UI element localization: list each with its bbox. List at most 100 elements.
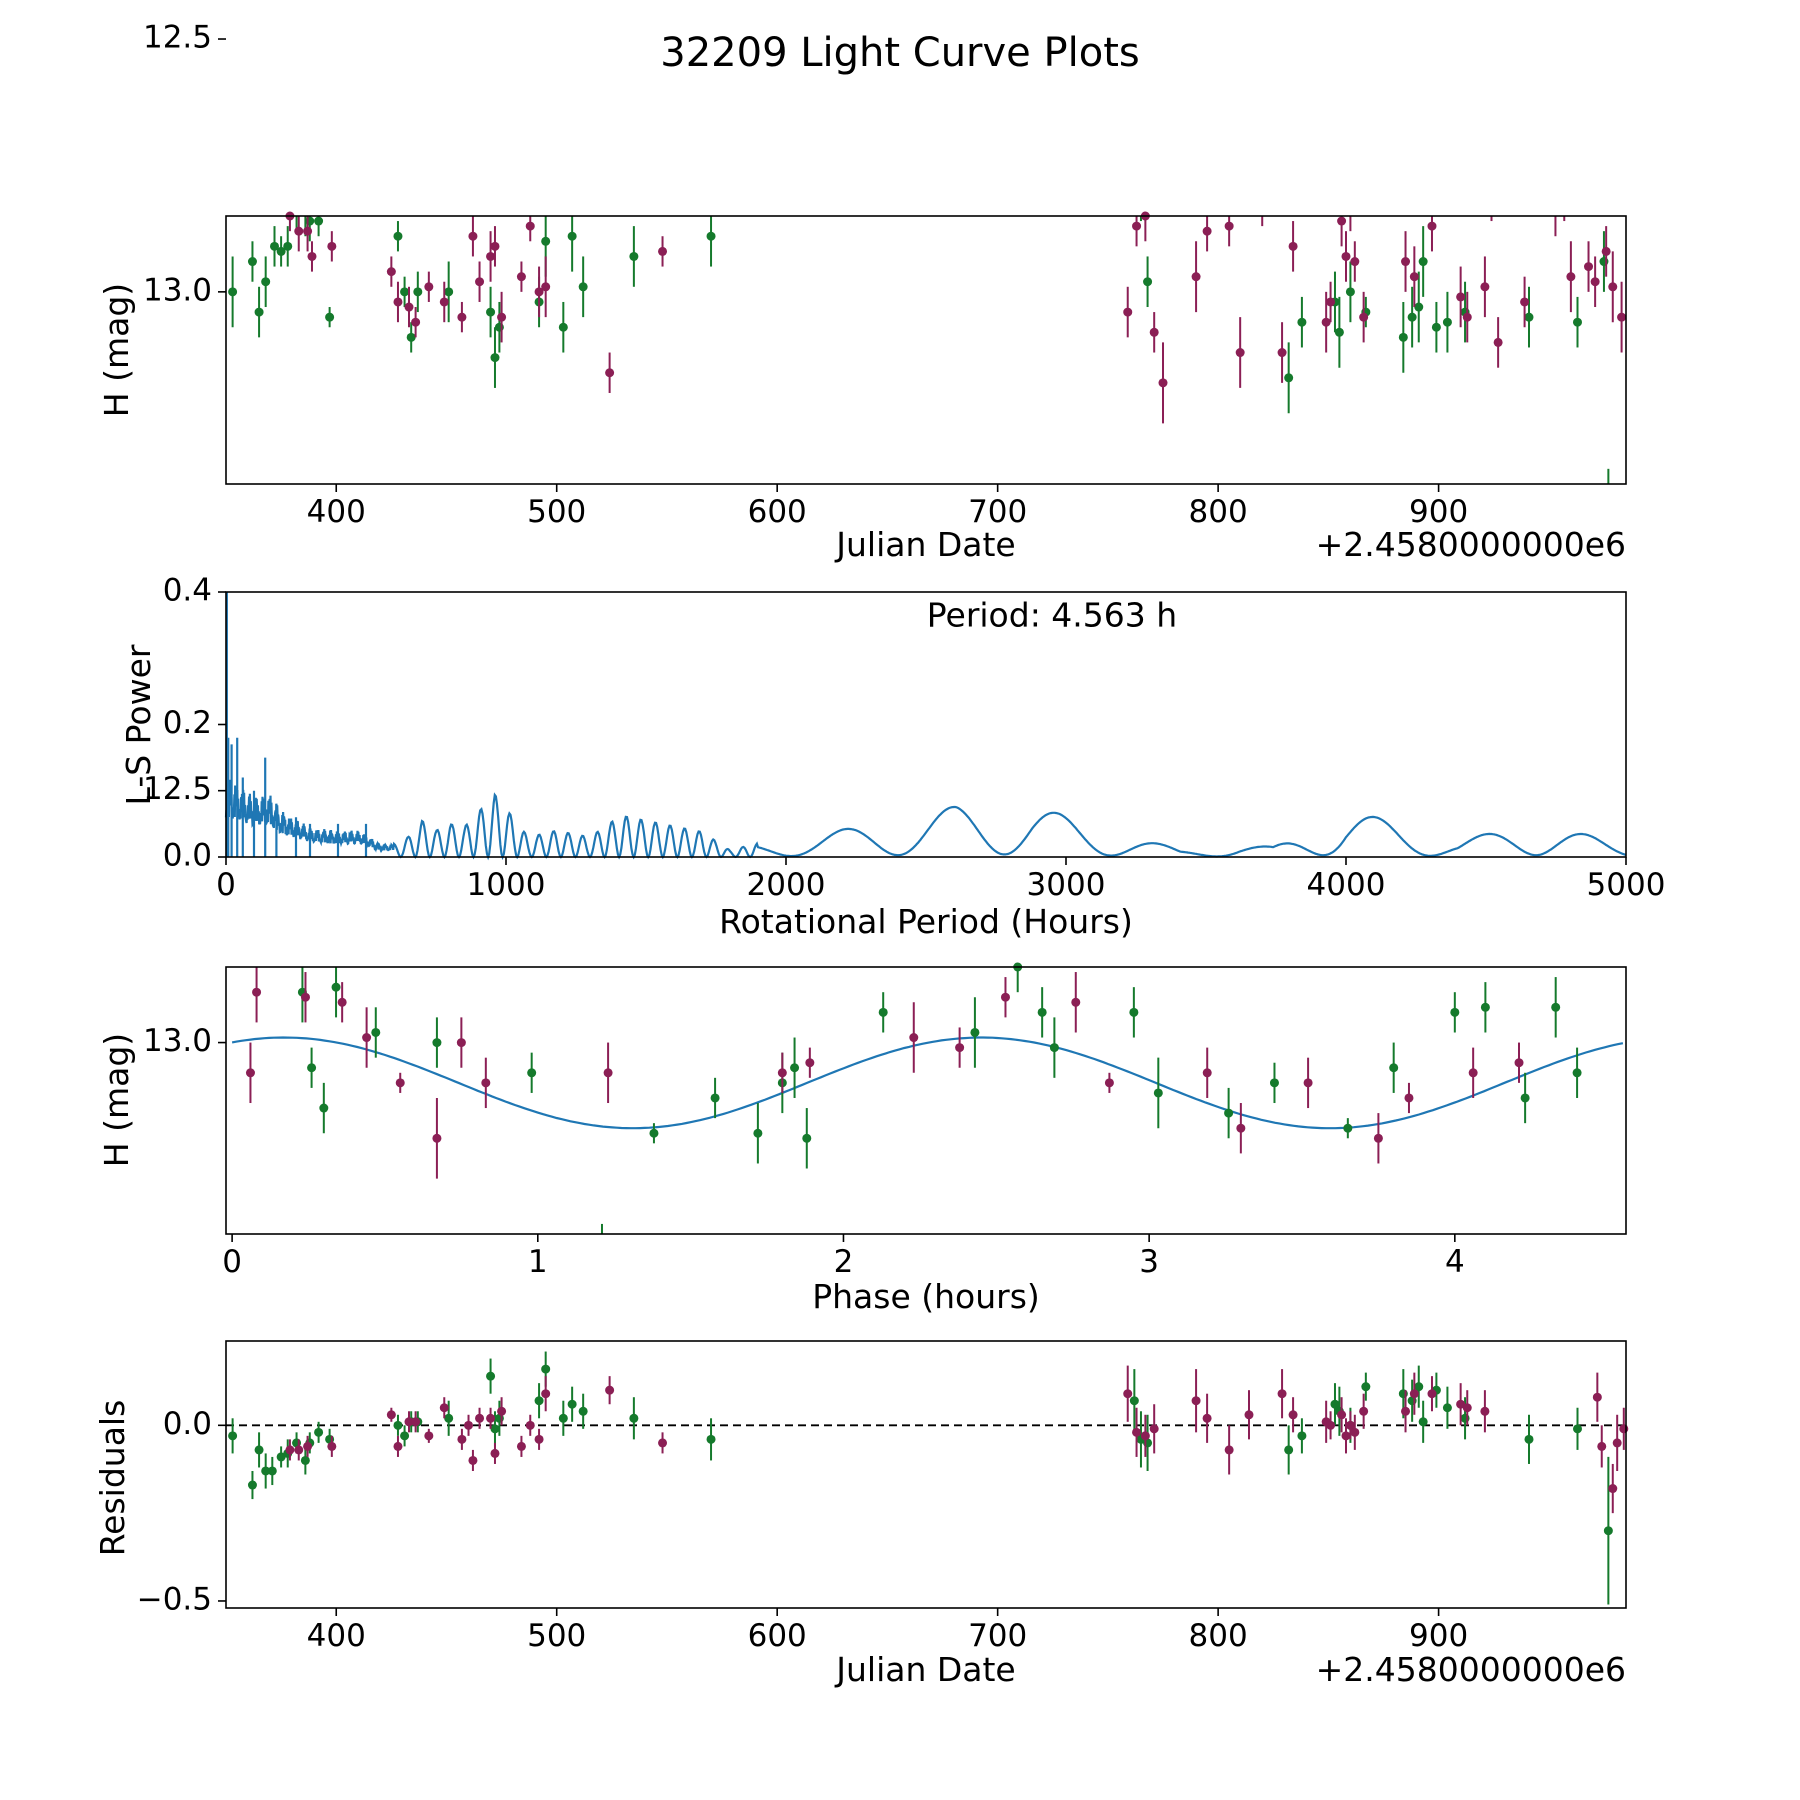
- lightcurve-point: [578, 282, 588, 292]
- lightcurve-point: [325, 312, 335, 322]
- lightcurve-point: [486, 307, 496, 317]
- residuals-point: [497, 1406, 507, 1416]
- lightcurve-point: [1277, 348, 1287, 358]
- residuals-point: [1191, 1396, 1201, 1406]
- phased-point: [432, 1038, 442, 1048]
- lightcurve-point: [393, 231, 403, 241]
- lightcurve-point: [400, 287, 410, 297]
- lightcurve-point: [1409, 272, 1419, 282]
- lightcurve-point: [406, 332, 416, 342]
- residuals-point: [486, 1371, 496, 1381]
- period-annotation: Period: 4.563 h: [927, 596, 1177, 635]
- phased-xtick-label: 1: [528, 1244, 548, 1280]
- lightcurve-point: [558, 322, 568, 332]
- lightcurve-point: [1617, 312, 1627, 322]
- phased-ticks: 0 1 2 3 4 13.0 12.5: [143, 771, 1465, 1280]
- residuals-point: [424, 1431, 434, 1441]
- lightcurve-point: [1418, 257, 1428, 267]
- residuals-point: [490, 1448, 500, 1458]
- lightcurve-point: [1235, 348, 1245, 358]
- phased-point: [252, 987, 262, 997]
- lightcurve-point: [468, 231, 478, 241]
- phased-point: [319, 1103, 329, 1113]
- lightcurve-point: [1326, 297, 1336, 307]
- lightcurve-point: [283, 241, 293, 251]
- lightcurve-point: [1524, 312, 1534, 322]
- phased-point: [1551, 1002, 1561, 1012]
- lightcurve-point: [658, 246, 668, 256]
- phased-point: [1303, 1078, 1313, 1088]
- residuals-point: [534, 1434, 544, 1444]
- lightcurve-point: [475, 277, 485, 287]
- residuals-point: [267, 1466, 277, 1476]
- residuals-point: [444, 1413, 454, 1423]
- phased-xtick-label: 4: [1445, 1244, 1465, 1280]
- residuals-point: [1337, 1410, 1347, 1420]
- lightcurve-point: [1572, 317, 1582, 327]
- lightcurve-point: [1398, 332, 1408, 342]
- phased-point: [1520, 1093, 1530, 1103]
- lightcurve-point: [1442, 317, 1452, 327]
- residuals-xtick-label: 800: [1189, 1618, 1248, 1654]
- phased-point: [1343, 1123, 1353, 1133]
- residuals-point: [1277, 1389, 1287, 1399]
- periodogram-marks: [224, 592, 1627, 861]
- residuals-point: [294, 1445, 304, 1455]
- phased-point: [1514, 1058, 1524, 1068]
- phased-point: [1037, 1007, 1047, 1017]
- phased-point: [1572, 1068, 1582, 1078]
- periodogram-xtick-label: 3000: [1027, 867, 1106, 903]
- phased-point: [337, 997, 347, 1007]
- phased-point: [481, 1078, 491, 1088]
- lightcurve-point: [1608, 282, 1618, 292]
- residuals-point: [558, 1413, 568, 1423]
- residuals-point: [475, 1413, 485, 1423]
- lightcurve-point: [1191, 272, 1201, 282]
- lightcurve-point: [1401, 257, 1411, 267]
- lightcurve-point: [605, 368, 615, 378]
- periodogram-ytick-label: 0.2: [163, 705, 212, 741]
- panel-lightcurve: 400 500 600 700 800 900 13.0 12.5 Julian Date +…: [97, 20, 1627, 564]
- phased-point: [331, 982, 341, 992]
- residuals-point: [464, 1420, 474, 1430]
- phased-point: [1000, 992, 1010, 1002]
- lightcurve-point: [1284, 373, 1294, 383]
- lightcurve-point: [1321, 317, 1331, 327]
- periodogram-ticks: 0 1000 2000 3000 4000 5000 0.0 0.2 0.4: [163, 573, 1666, 904]
- lightcurve-point: [247, 257, 257, 267]
- residuals-point: [276, 1452, 286, 1462]
- residuals-ytick-label: −0.5: [137, 1581, 212, 1617]
- phased-point: [777, 1068, 787, 1078]
- lightcurve-point: [1414, 302, 1424, 312]
- lightcurve-point: [1427, 221, 1437, 231]
- residuals-point: [1612, 1438, 1622, 1448]
- lightcurve-point: [413, 287, 423, 297]
- periodogram-xtick-label: 4000: [1307, 867, 1386, 903]
- lightcurve-point: [1288, 241, 1298, 251]
- phased-point: [909, 1033, 919, 1043]
- residuals-point: [1326, 1420, 1336, 1430]
- lightcurve-point: [525, 221, 535, 231]
- lightcurve-axes-frame: [225, 215, 1627, 485]
- residuals-point: [314, 1427, 324, 1437]
- residuals-point: [1284, 1445, 1294, 1455]
- residuals-xtick-label: 400: [307, 1618, 366, 1654]
- phased-point: [1480, 1002, 1490, 1012]
- residuals-xtick-label: 900: [1409, 1618, 1468, 1654]
- residuals-point: [1345, 1420, 1355, 1430]
- lightcurve-xtick-label: 400: [307, 494, 366, 530]
- panel-periodogram: 0 1000 2000 3000 4000 5000 0.0 0.2 0.4 Period: 4…: [119, 573, 1665, 942]
- residuals-point: [261, 1466, 271, 1476]
- phased-point: [1202, 1068, 1212, 1078]
- lightcurve-point: [1143, 277, 1153, 287]
- residuals-point: [1603, 1526, 1613, 1536]
- lightcurve-point: [1202, 226, 1212, 236]
- residuals-point: [1350, 1427, 1360, 1437]
- phased-point: [300, 992, 310, 1002]
- residuals-point: [1462, 1403, 1472, 1413]
- phased-ylabel: H (mag): [97, 1033, 136, 1167]
- lightcurve-point: [490, 353, 500, 363]
- lightcurve-xtick-label: 900: [1409, 494, 1468, 530]
- residuals-point: [1361, 1382, 1371, 1392]
- lightcurve-point: [1480, 282, 1490, 292]
